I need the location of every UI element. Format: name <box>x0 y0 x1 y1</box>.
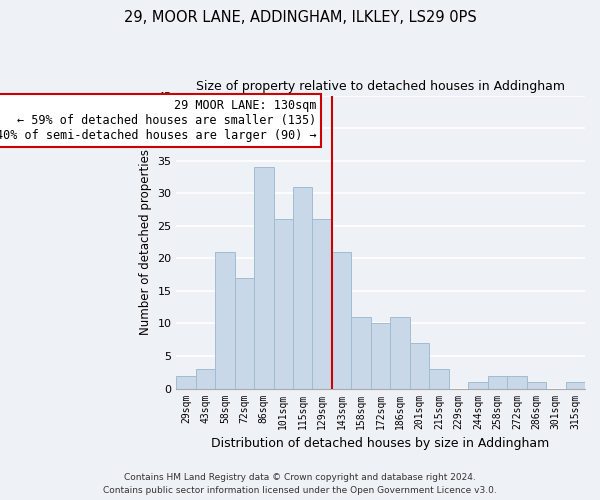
Bar <box>313 220 332 388</box>
Text: 29, MOOR LANE, ADDINGHAM, ILKLEY, LS29 0PS: 29, MOOR LANE, ADDINGHAM, ILKLEY, LS29 0… <box>124 10 476 25</box>
Bar <box>391 317 410 388</box>
Bar <box>468 382 488 388</box>
Bar <box>429 369 449 388</box>
Bar <box>488 376 507 388</box>
Text: Contains HM Land Registry data © Crown copyright and database right 2024.
Contai: Contains HM Land Registry data © Crown c… <box>103 474 497 495</box>
Bar <box>254 167 274 388</box>
Bar <box>274 220 293 388</box>
Bar <box>196 369 215 388</box>
Text: 29 MOOR LANE: 130sqm
← 59% of detached houses are smaller (135)
40% of semi-deta: 29 MOOR LANE: 130sqm ← 59% of detached h… <box>0 99 316 142</box>
Bar <box>176 376 196 388</box>
Bar <box>235 278 254 388</box>
Bar <box>293 186 313 388</box>
Bar <box>352 317 371 388</box>
Bar <box>507 376 527 388</box>
Y-axis label: Number of detached properties: Number of detached properties <box>139 149 152 335</box>
Bar <box>566 382 585 388</box>
Bar <box>215 252 235 388</box>
Bar <box>527 382 546 388</box>
X-axis label: Distribution of detached houses by size in Addingham: Distribution of detached houses by size … <box>211 437 550 450</box>
Title: Size of property relative to detached houses in Addingham: Size of property relative to detached ho… <box>196 80 565 93</box>
Bar <box>332 252 352 388</box>
Bar <box>371 324 391 388</box>
Bar <box>410 343 429 388</box>
